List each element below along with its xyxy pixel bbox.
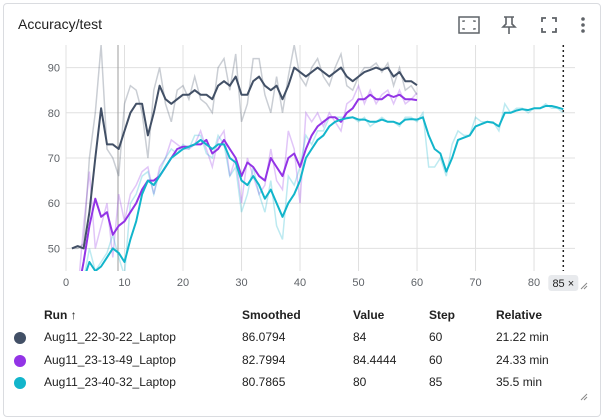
x-tick-label: 70 (469, 277, 481, 289)
fit-domain-button[interactable] (454, 12, 484, 38)
series-smoothed-line (71, 66, 418, 250)
series-raw-line (84, 101, 564, 271)
runs-table: Run ↑ Smoothed Value Step Relative Aug11… (14, 304, 576, 394)
line-chart[interactable]: 0 10 20 30 40 50 60 70 80 50 60 70 80 90 85 × (0, 0, 605, 300)
x-tick-label: 0 (63, 277, 69, 289)
smoothed-header: Smoothed (242, 308, 301, 322)
run-header[interactable]: Run ↑ (44, 308, 77, 322)
run-color-dot (14, 332, 26, 345)
fullscreen-button[interactable] (534, 12, 564, 38)
fit-domain-icon (458, 16, 480, 34)
smoothed-value: 82.7994 (242, 352, 286, 367)
x-tick-label: 30 (235, 277, 247, 289)
more-vert-icon (581, 17, 585, 33)
color-header (14, 304, 44, 326)
step-header: Step (429, 308, 456, 322)
raw-value: 84.4444 (353, 352, 397, 367)
raw-value: 84 (353, 330, 367, 345)
relative-time: 24.33 min (496, 352, 549, 367)
hover-step-label: 85 × (552, 278, 574, 290)
y-tick-label: 60 (48, 198, 60, 210)
pin-icon (501, 16, 517, 34)
x-tick-label: 60 (411, 277, 423, 289)
x-tick-label: 10 (118, 277, 130, 289)
relative-time: 21.22 min (496, 330, 549, 345)
step-value: 60 (429, 330, 443, 345)
y-tick-label: 90 (48, 63, 60, 75)
y-tick-label: 50 (48, 243, 60, 255)
resize-handle-icon[interactable] (580, 282, 588, 290)
hover-step-badge (548, 275, 579, 291)
resize-handle-icon[interactable] (580, 393, 588, 401)
table-row: Aug11_23-40-32_Laptop 80.7865 80 85 35.5… (14, 371, 576, 394)
run-color-dot (14, 377, 26, 390)
y-tick-label: 80 (48, 108, 60, 120)
step-value: 60 (429, 352, 443, 367)
scalar-card: Accuracy/test (3, 3, 601, 417)
card-title: Accuracy/test (18, 16, 103, 32)
step-value: 85 (429, 375, 443, 390)
more-options-button[interactable] (574, 12, 592, 38)
run-name: Aug11_22-30-22_Laptop (44, 330, 176, 345)
series-smoothed-line (80, 93, 418, 271)
relative-header: Relative (496, 308, 543, 322)
x-tick-label: 50 (352, 277, 364, 289)
value-header: Value (353, 308, 385, 322)
card-toolbar (454, 12, 592, 38)
run-color-dot (14, 354, 26, 367)
smoothed-value: 86.0794 (242, 330, 286, 345)
x-tick-label: 20 (177, 277, 189, 289)
table-row: Aug11_22-30-22_Laptop 86.0794 84 60 21.2… (14, 326, 576, 349)
series-raw-line (78, 83, 418, 271)
x-tick-label: 80 (528, 277, 540, 289)
y-tick-label: 70 (48, 153, 60, 165)
x-tick-label: 40 (294, 277, 306, 289)
raw-value: 80 (353, 375, 367, 390)
series-smoothed-line (85, 105, 564, 271)
pin-button[interactable] (494, 12, 524, 38)
table-header-row: Run ↑ Smoothed Value Step Relative (14, 304, 576, 326)
relative-time: 35.5 min (496, 375, 543, 390)
table-row: Aug11_23-13-49_Laptop 82.7994 84.4444 60… (14, 349, 576, 372)
fullscreen-icon (541, 17, 557, 33)
run-name: Aug11_23-13-49_Laptop (44, 352, 176, 367)
smoothed-value: 80.7865 (242, 375, 286, 390)
run-name: Aug11_23-40-32_Laptop (44, 375, 176, 390)
